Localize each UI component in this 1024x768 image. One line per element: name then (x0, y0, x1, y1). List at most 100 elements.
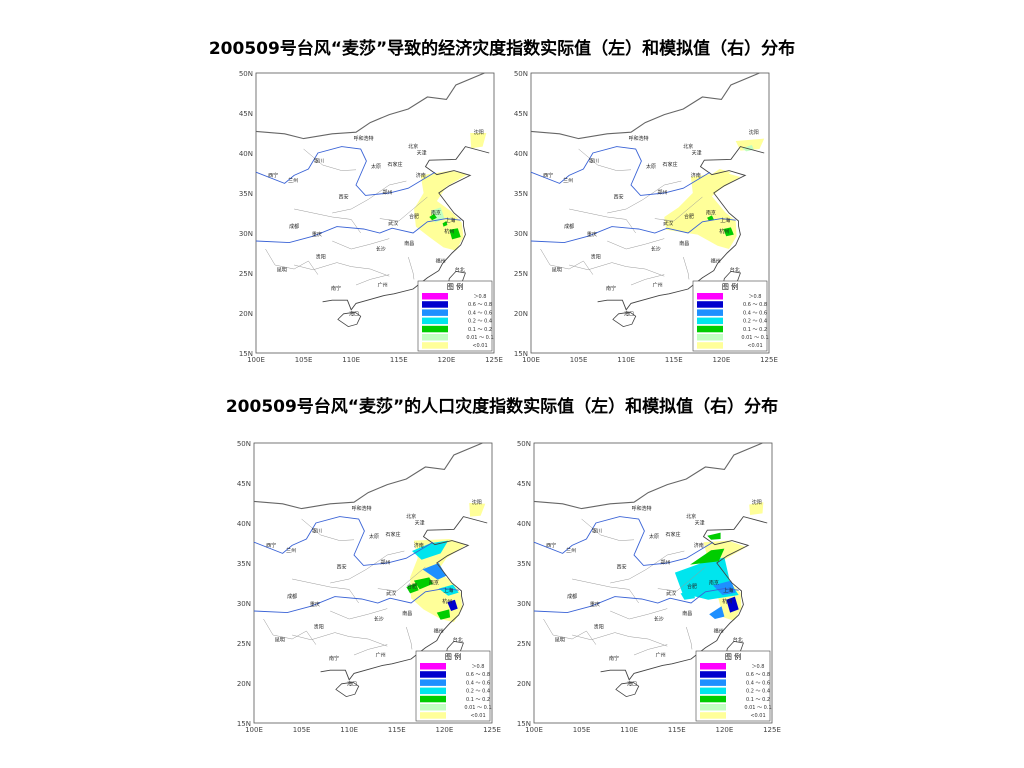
longitude-label: 115E (665, 356, 683, 364)
city-label: 呼和浩特 (632, 505, 652, 512)
province-boundary (353, 644, 388, 656)
longitude-label: 125E (485, 356, 503, 364)
city-label: 海口 (627, 680, 637, 687)
city-label: 重庆 (587, 231, 597, 238)
city-label: 福州 (434, 628, 444, 635)
city-label: 昆明 (552, 267, 562, 273)
city-label: 合肥 (684, 213, 694, 220)
province-boundary (294, 262, 390, 277)
hazard-patch (702, 169, 731, 185)
city-label: 武汉 (663, 220, 673, 227)
hazard-patch (707, 215, 714, 221)
legend-range-label: 0.4 ～ 0.6 (468, 310, 492, 316)
legend-swatch (420, 704, 446, 711)
city-label: 兰州 (286, 547, 296, 554)
city-label: 广州 (653, 282, 663, 289)
economic-simulated-map: 呼和浩特 沈阳 北京 天津 石家庄 太原 银川 兰州 西宁 济南 郑州 西安 合肥 南京 上海 武汉 成都 重庆长… (505, 70, 780, 365)
city-label: 济南 (694, 542, 704, 549)
city-label: 合肥 (687, 583, 697, 590)
latitude-label: 20N (514, 310, 528, 318)
hazard-patch (413, 577, 433, 590)
city-label: 兰州 (563, 177, 573, 184)
city-label: 北京 (406, 513, 416, 520)
latitude-label: 35N (517, 560, 531, 568)
legend-swatch (697, 309, 723, 316)
province-boundary (578, 148, 632, 171)
city-label: 沈阳 (752, 499, 762, 506)
city-label: 昆明 (555, 637, 565, 643)
city-label: 银川 (314, 158, 324, 165)
legend-range-label: 0.2 ～ 0.4 (468, 319, 492, 325)
city-label: 海口 (349, 310, 359, 317)
province-boundary (610, 550, 685, 584)
city-label: 福州 (711, 258, 721, 265)
legend-swatch (422, 301, 448, 308)
latitude-label: 25N (517, 640, 531, 648)
province-boundary (292, 632, 388, 647)
city-label: 西宁 (266, 542, 276, 549)
city-label: 南宁 (609, 655, 619, 662)
longitude-label: 110E (342, 356, 360, 364)
longitude-label: 120E (716, 726, 734, 734)
population-actual-map: 呼和浩特 沈阳 北京 天津 石家庄 太原 银川 兰州 西宁 济南 郑州 西安 合肥 南京 上海 武汉 成都 重庆长… (228, 440, 503, 735)
province-boundary (332, 180, 407, 214)
city-label: 福州 (714, 628, 724, 635)
legend-swatch (700, 704, 726, 711)
city-label: 成都 (287, 593, 297, 600)
city-label: 海口 (347, 680, 357, 687)
province-boundary (332, 238, 390, 250)
legend-swatch (700, 663, 726, 670)
national-border (255, 72, 485, 140)
province-boundary (630, 274, 665, 286)
city-label: 西安 (339, 194, 349, 201)
longitude-label: 105E (293, 726, 311, 734)
legend-swatch (422, 293, 448, 300)
legend-swatch (697, 317, 723, 325)
province-boundary (355, 274, 390, 286)
yangtze-river (533, 588, 739, 614)
hazard-patch (709, 606, 725, 619)
latitude-label: 20N (239, 310, 253, 318)
city-label: 贵阳 (591, 254, 601, 261)
city-label: 石家庄 (385, 531, 400, 538)
city-label: 北京 (408, 143, 418, 150)
legend-title: 图 例 (445, 652, 461, 661)
province-boundary (303, 148, 357, 171)
city-label: 上海 (443, 587, 453, 594)
latitude-label: 35N (239, 190, 253, 198)
province-boundary (540, 248, 594, 275)
legend-range-label: 0.1 ～ 0.2 (466, 697, 490, 703)
latitude-label: 35N (514, 190, 528, 198)
province-boundary (301, 518, 355, 541)
hazard-patch (412, 540, 449, 560)
city-label: 西宁 (543, 172, 553, 179)
city-label: 西安 (617, 564, 627, 571)
legend-swatch (700, 687, 726, 695)
province-boundary (263, 618, 317, 645)
coastline (600, 516, 768, 681)
longitude-label: 110E (617, 356, 635, 364)
longitude-label: 125E (763, 726, 781, 734)
latitude-label: 45N (237, 480, 251, 488)
latitude-label: 30N (239, 230, 253, 238)
city-label: 重庆 (310, 601, 320, 608)
legend-title: 图 例 (722, 282, 738, 291)
longitude-label: 100E (525, 726, 543, 734)
city-label: 海口 (624, 310, 634, 317)
latitude-label: 40N (237, 520, 251, 528)
latitude-label: 25N (237, 640, 251, 648)
legend-range-label: 0.6 ～ 0.8 (468, 302, 492, 308)
legend-swatch (700, 671, 726, 678)
city-label: 太原 (369, 533, 379, 540)
hazard-patch (707, 532, 721, 540)
legend-swatch (420, 687, 446, 695)
legend-swatch (700, 712, 726, 719)
legend-box (695, 650, 771, 722)
province-boundary (294, 208, 361, 234)
economic-disaster-title: 200509号台风“麦莎”导致的经济灾度指数实际值（左）和模拟值（右）分布 (208, 39, 796, 59)
city-label: 昆明 (275, 637, 285, 643)
province-boundary (292, 578, 359, 604)
city-label: 南昌 (682, 610, 692, 617)
city-label: 天津 (695, 520, 705, 527)
province-boundary (406, 626, 413, 650)
